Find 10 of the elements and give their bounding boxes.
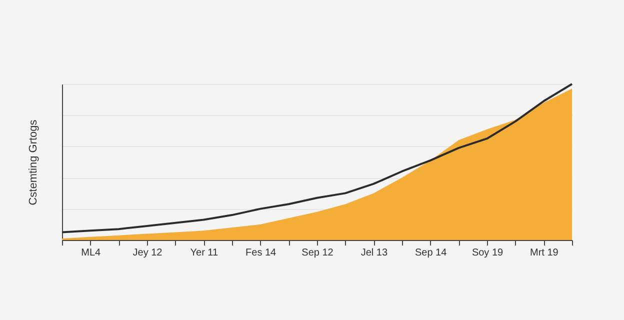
y-axis-title: Cstemting Grtogs [28,119,40,206]
x-tick-label: Sep 14 [414,248,448,258]
x-tick-label: Mrt 19 [530,248,559,258]
x-tick-label: Fes 14 [246,248,277,258]
x-tick-label: Soy 19 [472,248,504,258]
x-tick-label: Jel 13 [360,248,388,258]
x-tick-label: ML4 [81,248,101,258]
x-tick-label: Yer 11 [190,248,218,258]
x-tick-label: Sep 12 [302,248,334,258]
x-tick-label: Jey 12 [132,248,163,258]
